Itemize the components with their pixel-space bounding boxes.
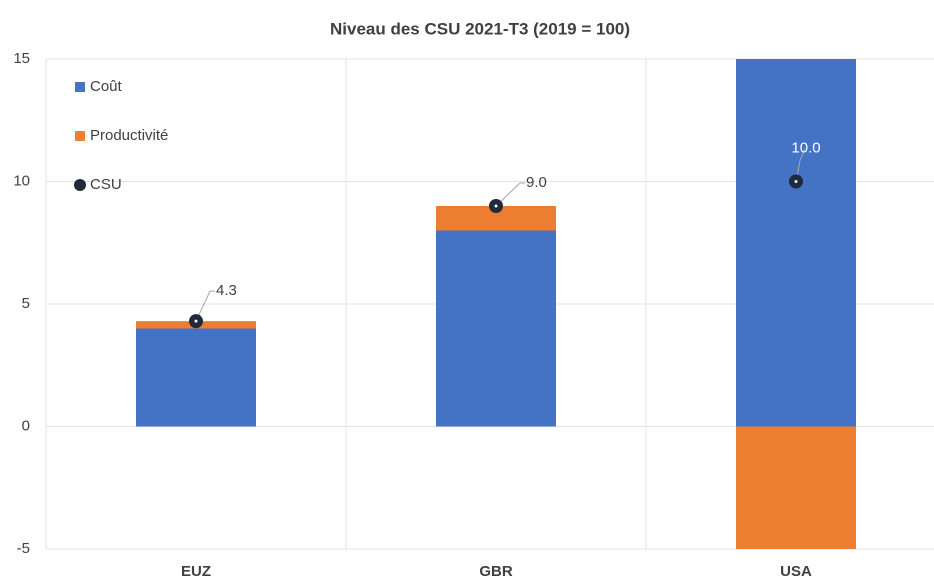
bar-segment bbox=[136, 328, 256, 427]
x-tick-label: GBR bbox=[479, 563, 513, 579]
y-tick-label: 10 bbox=[13, 172, 30, 189]
chart-title: Niveau des CSU 2021-T3 (2019 = 100) bbox=[330, 19, 630, 38]
y-tick-label: 5 bbox=[22, 295, 30, 312]
legend-marker bbox=[75, 131, 85, 141]
leader-line bbox=[195, 290, 215, 322]
leader-line bbox=[795, 148, 806, 182]
legend-label: Productivité bbox=[90, 127, 168, 144]
csu-dot-center bbox=[794, 180, 798, 183]
csu-dot-center bbox=[494, 204, 498, 208]
legend-marker bbox=[74, 179, 86, 191]
legend-marker bbox=[75, 82, 85, 92]
csu-dot-center bbox=[194, 319, 198, 323]
x-tick-label: USA bbox=[780, 563, 812, 579]
y-tick-label: -5 bbox=[17, 540, 30, 557]
data-label: 10.0 bbox=[791, 139, 820, 156]
leader-line bbox=[495, 182, 525, 207]
bar-segment bbox=[736, 426, 856, 549]
bar-segment bbox=[736, 59, 856, 427]
y-tick-label: 0 bbox=[22, 417, 30, 434]
legend-label: CSU bbox=[90, 176, 122, 193]
data-label: 4.3 bbox=[216, 282, 237, 299]
y-tick-label: 15 bbox=[13, 50, 30, 67]
legend-label: Coût bbox=[90, 78, 123, 95]
x-tick-label: EUZ bbox=[181, 563, 211, 579]
bar-segment bbox=[436, 230, 556, 427]
data-label: 9.0 bbox=[526, 174, 547, 191]
